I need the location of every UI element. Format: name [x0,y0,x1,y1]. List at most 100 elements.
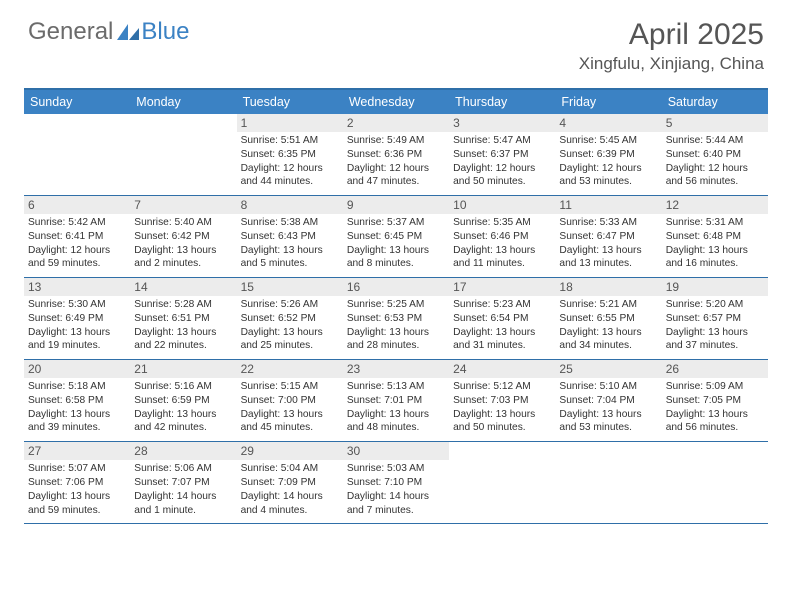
sunset-text: Sunset: 7:06 PM [28,476,126,490]
day-details: Sunrise: 5:49 AMSunset: 6:36 PMDaylight:… [347,134,445,189]
day-number: 23 [343,360,449,378]
sunrise-text: Sunrise: 5:42 AM [28,216,126,230]
daylight-text: Daylight: 13 hours and 5 minutes. [241,244,339,272]
sunrise-text: Sunrise: 5:26 AM [241,298,339,312]
day-cell: 27Sunrise: 5:07 AMSunset: 7:06 PMDayligh… [24,442,130,523]
day-details: Sunrise: 5:06 AMSunset: 7:07 PMDaylight:… [134,462,232,517]
daylight-text: Daylight: 12 hours and 59 minutes. [28,244,126,272]
daylight-text: Daylight: 13 hours and 37 minutes. [666,326,764,354]
week-row: 20Sunrise: 5:18 AMSunset: 6:58 PMDayligh… [24,360,768,442]
day-cell [449,442,555,523]
day-cell: 21Sunrise: 5:16 AMSunset: 6:59 PMDayligh… [130,360,236,441]
day-cell [24,114,130,195]
day-number: 19 [662,278,768,296]
day-details: Sunrise: 5:35 AMSunset: 6:46 PMDaylight:… [453,216,551,271]
sunset-text: Sunset: 7:10 PM [347,476,445,490]
sunset-text: Sunset: 6:46 PM [453,230,551,244]
daylight-text: Daylight: 13 hours and 16 minutes. [666,244,764,272]
week-row: 27Sunrise: 5:07 AMSunset: 7:06 PMDayligh… [24,442,768,524]
day-number: 8 [237,196,343,214]
day-cell: 15 Sunrise: 5:26 AMSunset: 6:52 PMDayligh… [237,278,343,359]
sunset-text: Sunset: 6:57 PM [666,312,764,326]
daylight-text: Daylight: 13 hours and 19 minutes. [28,326,126,354]
sunset-text: Sunset: 6:36 PM [347,148,445,162]
sunset-text: Sunset: 6:48 PM [666,230,764,244]
day-cell: 1Sunrise: 5:51 AMSunset: 6:35 PMDaylight… [237,114,343,195]
sunset-text: Sunset: 7:01 PM [347,394,445,408]
daylight-text: Daylight: 14 hours and 4 minutes. [241,490,339,518]
daylight-text: Daylight: 12 hours and 50 minutes. [453,162,551,190]
logo-text-blue: Blue [141,18,189,46]
day-number: 5 [662,114,768,132]
day-details: Sunrise: 5:10 AMSunset: 7:04 PMDaylight:… [559,380,657,435]
day-number: 17 [449,278,555,296]
day-cell: 19 Sunrise: 5:20 AMSunset: 6:57 PMDayligh… [662,278,768,359]
daylight-text: Daylight: 13 hours and 48 minutes. [347,408,445,436]
sunrise-text: Sunrise: 5:37 AM [347,216,445,230]
sunset-text: Sunset: 6:43 PM [241,230,339,244]
day-number: 18 [555,278,661,296]
day-cell: 2Sunrise: 5:49 AMSunset: 6:36 PMDaylight… [343,114,449,195]
day-cell: 7Sunrise: 5:40 AMSunset: 6:42 PMDaylight… [130,196,236,277]
day-cell: 12Sunrise: 5:31 AMSunset: 6:48 PMDayligh… [662,196,768,277]
logo-text-general: General [28,18,113,46]
sunset-text: Sunset: 6:40 PM [666,148,764,162]
logo-sail-icon [117,24,139,40]
day-details: Sunrise: 5:12 AMSunset: 7:03 PMDaylight:… [453,380,551,435]
day-cell: 28Sunrise: 5:06 AMSunset: 7:07 PMDayligh… [130,442,236,523]
day-number: 29 [237,442,343,460]
day-cell: 6 Sunrise: 5:42 AMSunset: 6:41 PMDaylight… [24,196,130,277]
sunset-text: Sunset: 6:39 PM [559,148,657,162]
day-details: Sunrise: 5:42 AMSunset: 6:41 PMDaylight:… [28,216,126,271]
sunrise-text: Sunrise: 5:03 AM [347,462,445,476]
day-number: 12 [662,196,768,214]
day-details: Sunrise: 5:09 AMSunset: 7:05 PMDaylight:… [666,380,764,435]
day-cell [555,442,661,523]
day-cell: 4Sunrise: 5:45 AMSunset: 6:39 PMDaylight… [555,114,661,195]
day-cell: 26Sunrise: 5:09 AMSunset: 7:05 PMDayligh… [662,360,768,441]
day-number: 22 [237,360,343,378]
day-details: Sunrise: 5:20 AMSunset: 6:57 PMDaylight:… [666,298,764,353]
sunset-text: Sunset: 7:05 PM [666,394,764,408]
day-cell: 22Sunrise: 5:15 AMSunset: 7:00 PMDayligh… [237,360,343,441]
day-cell: 30Sunrise: 5:03 AMSunset: 7:10 PMDayligh… [343,442,449,523]
day-details: Sunrise: 5:44 AMSunset: 6:40 PMDaylight:… [666,134,764,189]
sunset-text: Sunset: 6:45 PM [347,230,445,244]
day-number: 11 [555,196,661,214]
day-number: 6 [24,196,130,214]
sunrise-text: Sunrise: 5:47 AM [453,134,551,148]
sunset-text: Sunset: 6:55 PM [559,312,657,326]
dow-thursday: Thursday [449,90,555,114]
day-number: 24 [449,360,555,378]
day-number: 15 [237,278,343,296]
day-details: Sunrise: 5:13 AMSunset: 7:01 PMDaylight:… [347,380,445,435]
day-cell: 17Sunrise: 5:23 AMSunset: 6:54 PMDayligh… [449,278,555,359]
daylight-text: Daylight: 12 hours and 56 minutes. [666,162,764,190]
sunset-text: Sunset: 6:51 PM [134,312,232,326]
day-details: Sunrise: 5:33 AMSunset: 6:47 PMDaylight:… [559,216,657,271]
daylight-text: Daylight: 13 hours and 39 minutes. [28,408,126,436]
day-cell: 18 Sunrise: 5:21 AMSunset: 6:55 PMDayligh… [555,278,661,359]
day-details: Sunrise: 5:21 AMSunset: 6:55 PMDaylight:… [559,298,657,353]
daylight-text: Daylight: 13 hours and 8 minutes. [347,244,445,272]
daylight-text: Daylight: 13 hours and 59 minutes. [28,490,126,518]
day-number: 9 [343,196,449,214]
day-cell: 16Sunrise: 5:25 AMSunset: 6:53 PMDayligh… [343,278,449,359]
title-block: April 2025 Xingfulu, Xinjiang, China [579,18,764,74]
daylight-text: Daylight: 13 hours and 53 minutes. [559,408,657,436]
sunrise-text: Sunrise: 5:09 AM [666,380,764,394]
daylight-text: Daylight: 13 hours and 56 minutes. [666,408,764,436]
day-details: Sunrise: 5:47 AMSunset: 6:37 PMDaylight:… [453,134,551,189]
week-row: 6 Sunrise: 5:42 AMSunset: 6:41 PMDaylight… [24,196,768,278]
sunrise-text: Sunrise: 5:49 AM [347,134,445,148]
dow-header-row: Sunday Monday Tuesday Wednesday Thursday… [24,90,768,114]
day-details: Sunrise: 5:07 AMSunset: 7:06 PMDaylight:… [28,462,126,517]
sunrise-text: Sunrise: 5:15 AM [241,380,339,394]
location-text: Xingfulu, Xinjiang, China [579,54,764,74]
day-cell: 9 Sunrise: 5:37 AMSunset: 6:45 PMDaylight… [343,196,449,277]
day-details: Sunrise: 5:26 AMSunset: 6:52 PMDaylight:… [241,298,339,353]
day-cell: 8Sunrise: 5:38 AMSunset: 6:43 PMDaylight… [237,196,343,277]
day-details: Sunrise: 5:45 AMSunset: 6:39 PMDaylight:… [559,134,657,189]
sunrise-text: Sunrise: 5:13 AM [347,380,445,394]
day-details: Sunrise: 5:37 AMSunset: 6:45 PMDaylight:… [347,216,445,271]
